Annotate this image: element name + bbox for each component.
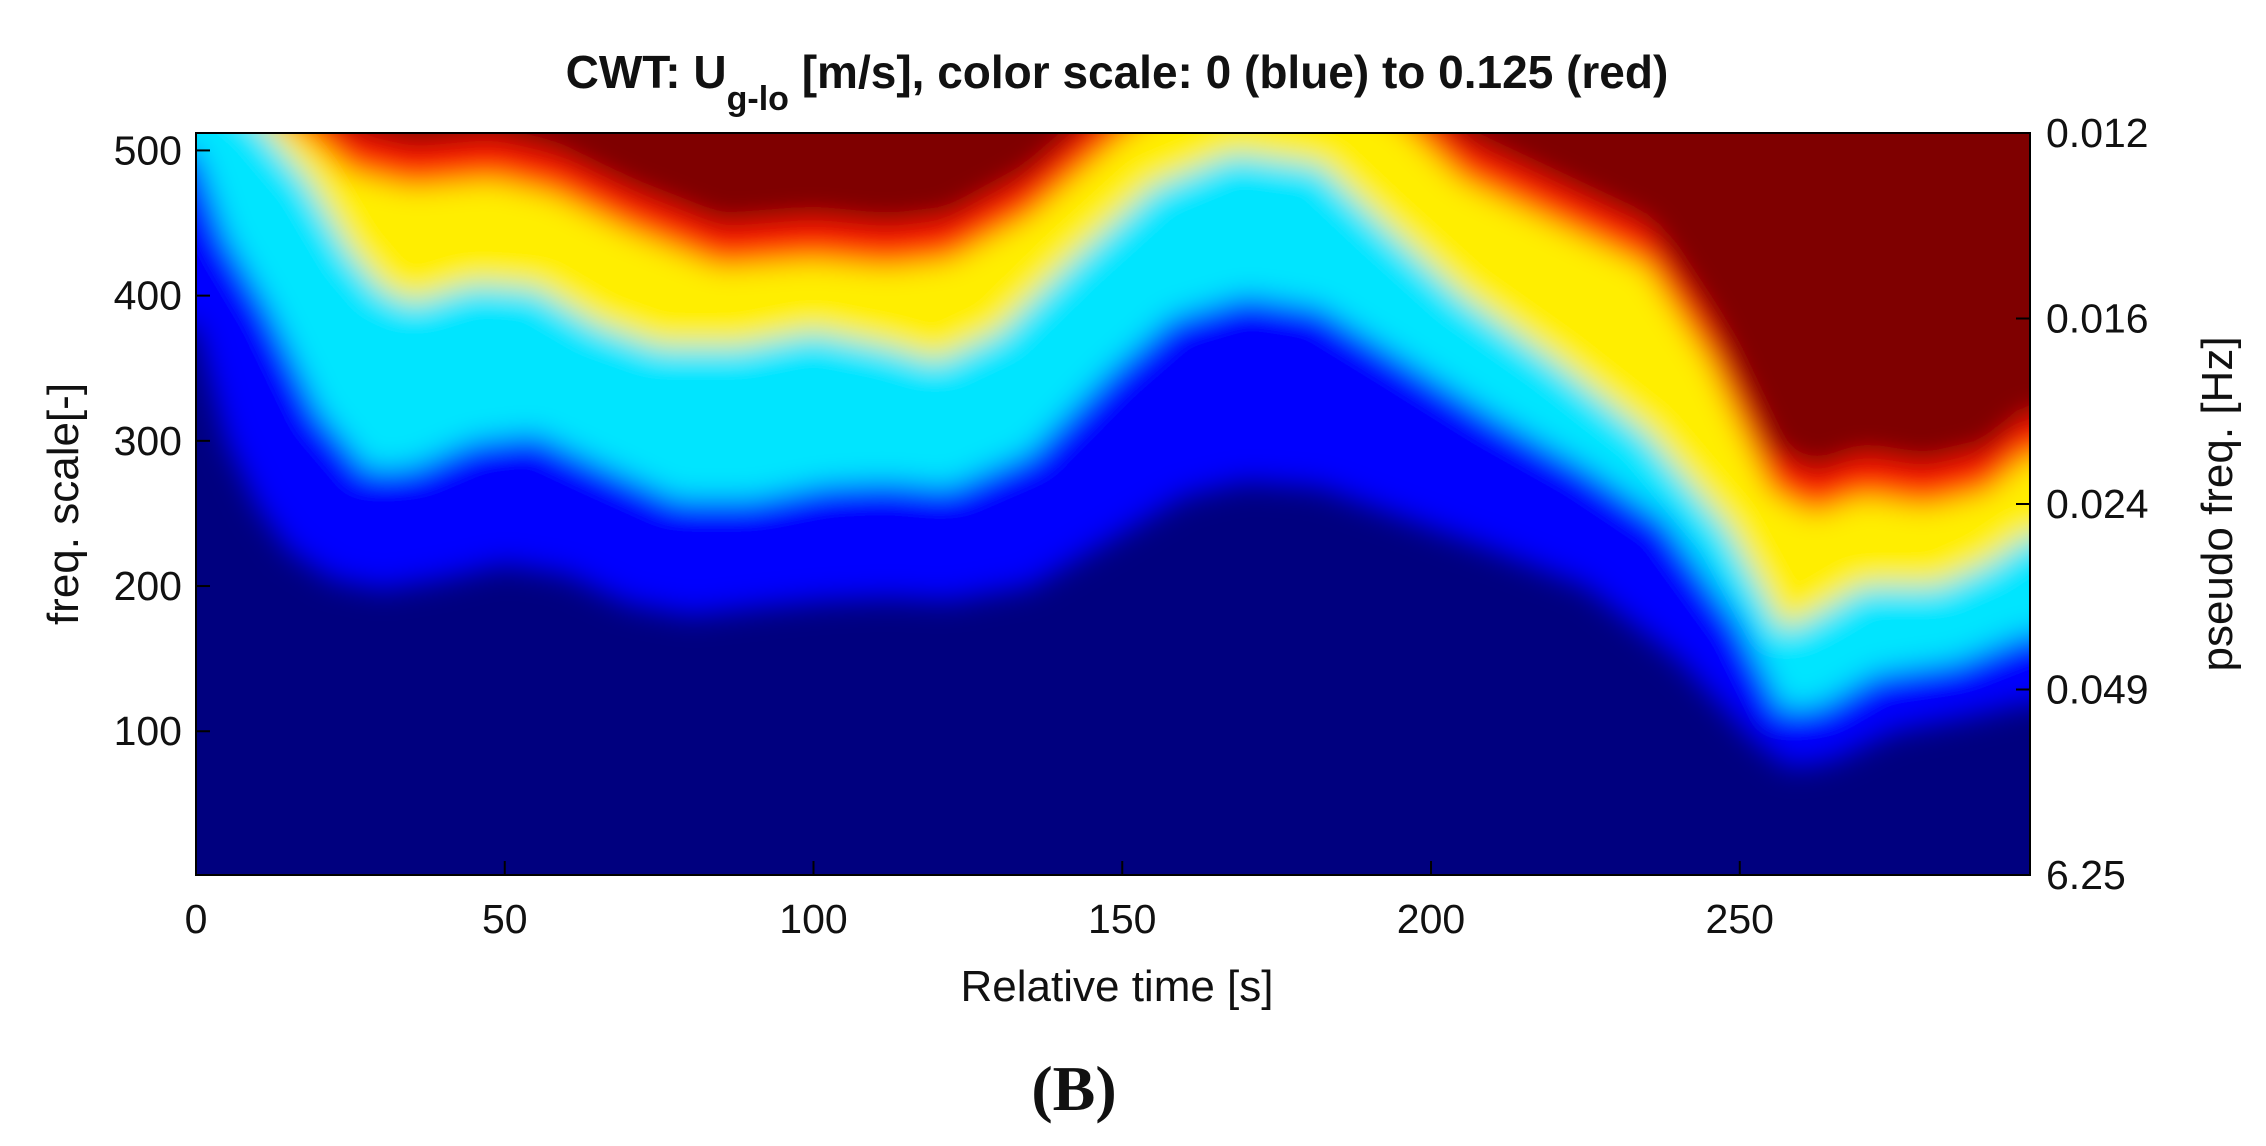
y-axis-label: freq. scale[-] xyxy=(39,383,88,625)
y-tick-label: 300 xyxy=(114,418,182,464)
y-right-tick-label: 6.25 xyxy=(2046,852,2126,898)
y-right-tick-label: 0.016 xyxy=(2046,296,2149,342)
x-tick-label: 200 xyxy=(1397,896,1465,942)
heatmap-area xyxy=(196,133,2030,875)
x-tick-label: 50 xyxy=(482,896,528,942)
band-red xyxy=(302,133,2030,514)
heatmap-bands xyxy=(196,133,2030,768)
band-dark-red xyxy=(353,133,2030,474)
y-tick-label: 100 xyxy=(114,708,182,754)
y-right-tick-label: 0.024 xyxy=(2046,481,2149,527)
panel-label: (B) xyxy=(1031,1053,1116,1124)
x-tick-label: 150 xyxy=(1088,896,1156,942)
x-tick-label: 250 xyxy=(1706,896,1774,942)
chart-title: CWT: Ug-lo [m/s], color scale: 0 (blue) … xyxy=(566,46,1669,118)
y-tick-label: 200 xyxy=(114,563,182,609)
y-axis-ticks: 100 200 300 400 500 xyxy=(114,127,210,754)
y-right-axis-ticks: 0.012 0.016 0.024 0.049 6.25 xyxy=(2016,110,2149,898)
y-right-tick-label: 0.012 xyxy=(2046,110,2149,156)
y-tick-label: 500 xyxy=(114,127,182,173)
x-tick-label: 0 xyxy=(185,896,208,942)
x-axis-label: Relative time [s] xyxy=(961,962,1274,1011)
y-right-tick-label: 0.049 xyxy=(2046,667,2149,713)
x-tick-label: 100 xyxy=(779,896,847,942)
y-right-axis-label: pseudo freq. [Hz] xyxy=(2193,336,2242,671)
y-tick-label: 400 xyxy=(114,273,182,319)
x-axis-ticks: 0 50 100 150 200 250 xyxy=(185,861,1774,942)
